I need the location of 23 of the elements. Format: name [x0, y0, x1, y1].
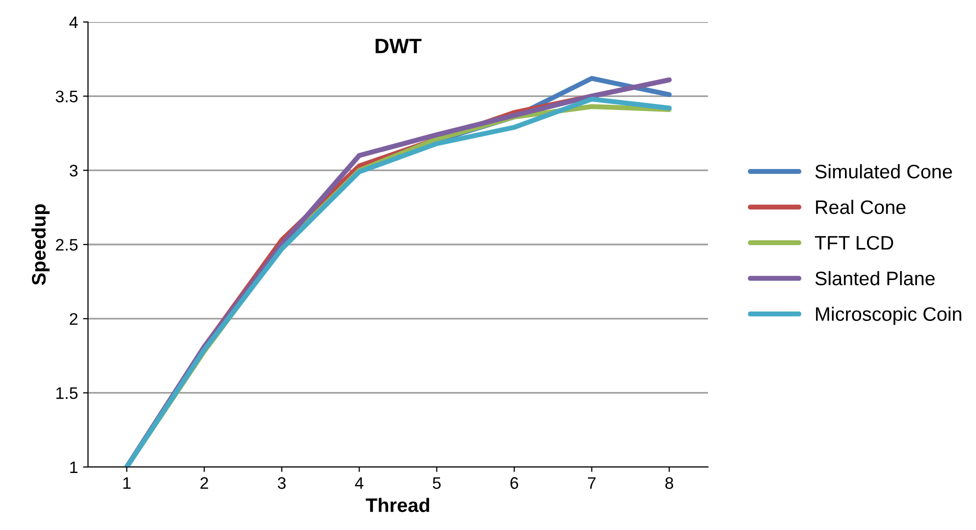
- y-axis-title: Speedup: [31, 204, 50, 285]
- x-tick-label: 7: [588, 477, 596, 489]
- y-tick-label: 4: [69, 16, 78, 28]
- x-tick-label: 3: [278, 477, 286, 489]
- legend-label: Microscopic Coin: [816, 306, 962, 325]
- x-axis-title: Thread: [366, 498, 430, 512]
- legend-label: Real Cone: [816, 200, 906, 214]
- x-tick-label: 5: [432, 477, 441, 489]
- x-tick-label: 8: [665, 477, 674, 489]
- legend-label: Slanted Plane: [815, 271, 935, 286]
- y-tick-label: 1: [70, 462, 78, 474]
- y-tick-label: 3.5: [56, 90, 78, 102]
- y-tick-label: 2.5: [56, 238, 78, 251]
- y-tick-label: 1.5: [56, 387, 78, 400]
- x-tick-label: 6: [510, 477, 518, 489]
- text: DWT: [376, 38, 422, 54]
- legend-label: TFT LCD: [814, 236, 894, 250]
- y-tick-label: 2: [70, 313, 78, 325]
- legend-label: Simulated Cone: [815, 164, 952, 178]
- y-tick-label: 3: [70, 164, 78, 177]
- x-tick-label: 2: [200, 477, 208, 489]
- x-tick-label: 1: [123, 477, 131, 489]
- x-tick-label: 4: [355, 477, 364, 489]
